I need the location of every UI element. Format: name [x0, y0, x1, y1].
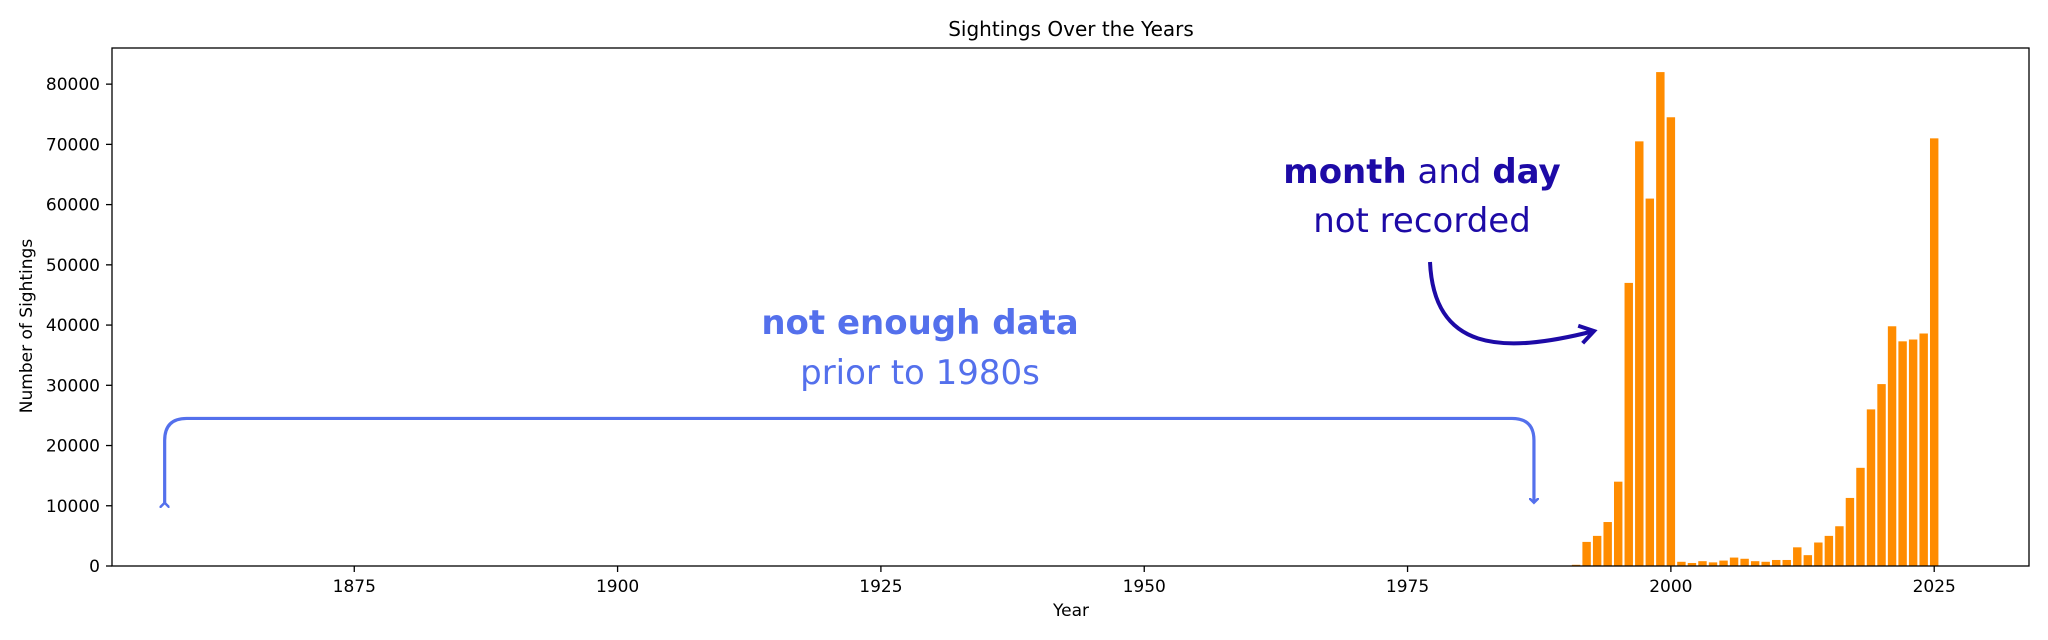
bar-1994: [1603, 522, 1612, 566]
bar-2014: [1814, 542, 1823, 566]
y-tick-label-30000: 30000: [46, 376, 100, 396]
bar-2024: [1919, 333, 1928, 566]
y-tick-label-60000: 60000: [46, 196, 100, 216]
bar-2023: [1908, 339, 1918, 566]
bar-2015: [1824, 535, 1834, 566]
bar-2011: [1782, 559, 1791, 566]
bar-2007: [1740, 558, 1749, 566]
x-tick-label-1925: 1925: [859, 577, 902, 597]
bar-2018: [1856, 467, 1865, 566]
bar-2019: [1866, 409, 1876, 566]
annotation-and: and: [1407, 152, 1493, 192]
annotation-not-recorded: not recorded: [1313, 201, 1531, 241]
y-tick-label-20000: 20000: [46, 437, 100, 457]
y-axis-title: Number of Sightings: [17, 239, 37, 414]
bar-1996: [1624, 282, 1633, 566]
x-axis-title: Year: [1052, 601, 1089, 621]
chart-title: Sightings Over the Years: [948, 17, 1194, 41]
y-tick-label-50000: 50000: [46, 256, 100, 276]
bar-2002: [1687, 562, 1697, 566]
annotation-month-bold: month: [1283, 152, 1406, 192]
bar-1995: [1614, 481, 1623, 566]
annotation-not-enough-data: not enough data prior to 1980s: [165, 303, 1534, 503]
bar-1998: [1645, 198, 1655, 566]
bar-2017: [1845, 497, 1855, 566]
x-tick-label-2000: 2000: [1649, 577, 1692, 597]
bar-2004: [1708, 562, 1718, 566]
y-axis: 0 10000 20000 30000 40000 50000 60000 70000 8000…: [46, 75, 112, 577]
annotation-month-and-day: month and day: [1283, 152, 1560, 192]
bar-2009: [1761, 561, 1770, 566]
bar-2001: [1677, 561, 1686, 566]
bar-2025: [1929, 138, 1939, 567]
x-tick-label-1975: 1975: [1386, 577, 1429, 597]
x-tick-label-2025: 2025: [1913, 577, 1956, 597]
annotation-not-enough-data-bold: not enough data: [761, 303, 1078, 343]
annotation-month-day: month and day not recorded: [1283, 152, 1598, 346]
bar-2020: [1877, 384, 1886, 566]
bar-2008: [1750, 561, 1760, 566]
bar-2021: [1887, 326, 1897, 566]
y-tick-label-10000: 10000: [46, 497, 100, 517]
bar-2005: [1719, 560, 1728, 566]
annotation-curved-arrow: [1428, 261, 1598, 346]
y-tick-label-0: 0: [89, 557, 100, 577]
x-tick-label-1900: 1900: [596, 577, 639, 597]
bar-1999: [1656, 72, 1665, 567]
y-tick-label-70000: 70000: [46, 135, 100, 155]
y-tick-label-80000: 80000: [46, 75, 100, 95]
x-tick-label-1950: 1950: [1123, 577, 1166, 597]
bar-1997: [1635, 141, 1644, 566]
y-tick-label-40000: 40000: [46, 316, 100, 336]
bar-1993: [1592, 535, 1602, 566]
bar-2022: [1898, 341, 1907, 566]
annotation-day-bold: day: [1492, 152, 1560, 192]
bar-2003: [1698, 561, 1707, 566]
bar-1992: [1582, 541, 1591, 566]
bars-layer: [1571, 72, 1939, 567]
bar-2013: [1803, 555, 1813, 566]
bar-2016: [1835, 526, 1844, 566]
x-tick-label-1875: 1875: [333, 577, 376, 597]
bar-2012: [1793, 547, 1802, 566]
bar-2006: [1729, 557, 1739, 566]
plot-frame: [111, 47, 2030, 567]
annotation-prior-1980s: prior to 1980s: [800, 353, 1040, 393]
bar-2000: [1666, 117, 1676, 566]
annotation-bracket: [165, 416, 1534, 502]
bar-2010: [1771, 559, 1781, 566]
x-axis: 1875 1900 1925 1950 1975 2000 2025: [333, 566, 1956, 597]
